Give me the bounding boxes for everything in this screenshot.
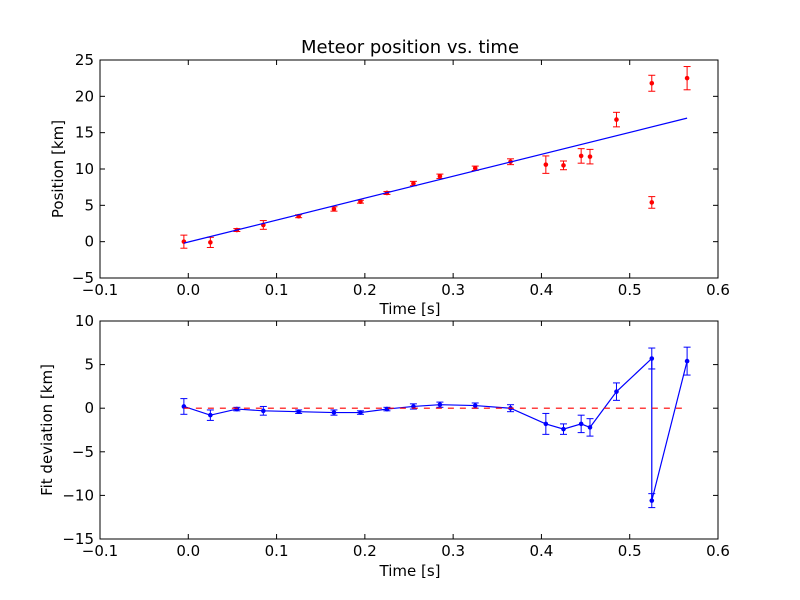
deviation-x-axis-label: Time [s] — [379, 562, 441, 580]
deviation-y-tick-label: −15 — [62, 530, 94, 548]
position-data-point — [543, 162, 549, 167]
position-y-tick-label: 20 — [75, 87, 94, 105]
position-y-axis-label: Position [km] — [49, 120, 67, 218]
position-data-point — [561, 163, 566, 168]
deviation-x-tick-label: 0.1 — [265, 542, 289, 560]
deviation-data-point — [358, 410, 363, 415]
deviation-data-point — [684, 358, 690, 364]
deviation-data-point — [384, 406, 390, 412]
position-panel: Meteor position vs. time Time [s] Positi… — [49, 37, 730, 318]
deviation-data-point — [234, 406, 240, 412]
position-fit-line — [183, 117, 688, 244]
deviation-y-tick-label: 5 — [84, 356, 94, 374]
deviation-data-point — [543, 421, 549, 427]
position-data-point — [437, 173, 443, 179]
deviation-y-tick-label: 10 — [75, 312, 94, 330]
deviation-data-point — [587, 425, 593, 430]
position-data-point — [684, 75, 690, 81]
deviation-marks — [180, 346, 691, 509]
position-x-tick-label: 0.2 — [353, 281, 377, 299]
position-y-tick-label: 25 — [75, 51, 94, 69]
deviation-x-tick-label: 0.5 — [618, 542, 642, 560]
deviation-data-point — [296, 409, 301, 414]
position-x-tick-label: 0.6 — [706, 281, 730, 299]
position-x-axis-label: Time [s] — [379, 300, 441, 318]
deviation-x-tick-label: 0.0 — [176, 542, 200, 560]
position-y-tick-label: 15 — [75, 124, 94, 142]
deviation-x-tick-label: 0.6 — [706, 542, 730, 560]
position-x-tick-label: 0.1 — [265, 281, 289, 299]
deviation-data-point — [578, 421, 584, 427]
position-y-tick-label: 0 — [84, 233, 94, 251]
deviation-y-tick-label: −10 — [62, 486, 94, 504]
deviation-x-tick-label: 0.2 — [353, 542, 377, 560]
position-data-point — [208, 240, 213, 245]
position-ticks: −0.1 0.0 0.1 0.2 0.3 0.4 0.5 0.6 −5 0 5 10 15 20 25 — [72, 51, 730, 299]
position-x-tick-label: 0.3 — [441, 281, 465, 299]
deviation-y-axis-label: Fit deviation [km] — [38, 364, 56, 496]
deviation-plot-frame — [99, 320, 719, 540]
position-data-point — [411, 181, 416, 186]
position-data-point — [472, 165, 478, 171]
deviation-series-line — [183, 357, 688, 501]
position-data-point — [578, 153, 584, 159]
position-data-point — [587, 154, 593, 159]
deviation-data-point — [649, 356, 655, 361]
deviation-data-point — [437, 402, 443, 408]
position-data-point — [358, 199, 363, 204]
position-data-point — [331, 206, 337, 212]
deviation-y-tick-label: 0 — [84, 399, 94, 417]
position-y-tick-label: −5 — [72, 269, 94, 287]
deviation-y-tick-label: −5 — [72, 443, 94, 461]
position-chart-title: Meteor position vs. time — [301, 37, 519, 58]
position-x-tick-label: −0.1 — [82, 281, 118, 299]
deviation-data-point — [614, 389, 619, 394]
position-data-point — [614, 117, 619, 122]
position-y-tick-label: 5 — [84, 196, 94, 214]
deviation-data-point — [208, 412, 213, 418]
position-y-tick-label: 10 — [75, 160, 94, 178]
deviation-data-point — [331, 410, 337, 415]
deviation-data-point — [649, 498, 655, 503]
deviation-data-point — [472, 403, 478, 408]
position-plot-frame — [99, 59, 719, 279]
position-x-tick-label: 0.5 — [618, 281, 642, 299]
deviation-panel: Time [s] Fit deviation [km] −0.1 0.0 0.1 0.… — [38, 312, 730, 580]
position-x-tick-label: 0.4 — [529, 281, 553, 299]
deviation-x-tick-label: −0.1 — [82, 542, 118, 560]
position-marks — [180, 66, 691, 249]
deviation-x-tick-label: 0.4 — [529, 542, 553, 560]
deviation-data-point — [561, 426, 566, 432]
position-data-point — [649, 80, 655, 86]
position-data-point — [649, 200, 655, 205]
deviation-data-point — [261, 408, 266, 414]
deviation-x-tick-label: 0.3 — [441, 542, 465, 560]
position-x-tick-label: 0.0 — [176, 281, 200, 299]
